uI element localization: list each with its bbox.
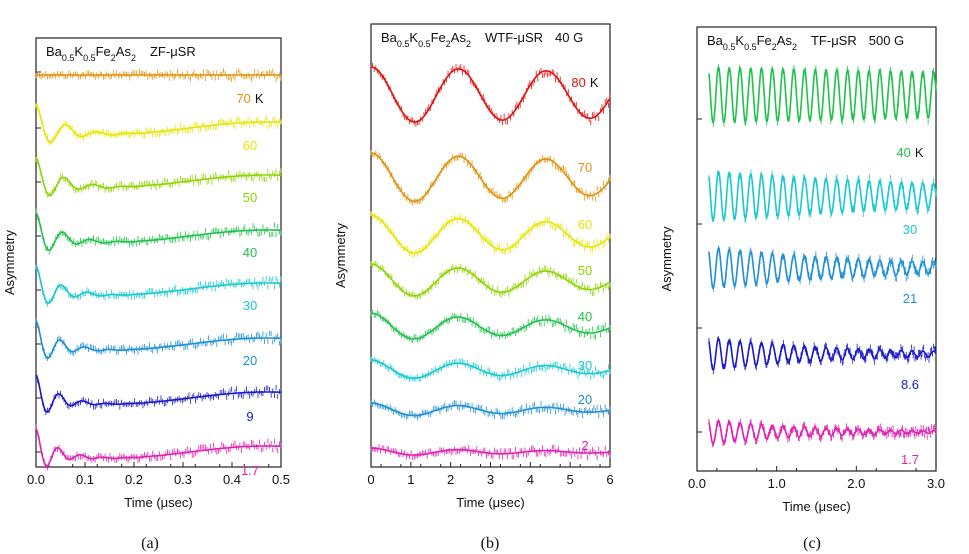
x-tick-label: 0.2 bbox=[125, 472, 143, 487]
series-label: 1.7 bbox=[241, 463, 259, 478]
fit-curve bbox=[35, 374, 281, 413]
series-label: 20 bbox=[243, 353, 257, 368]
panel-2: 0 1 2 3 4 5 6 Time (μsec) Asymmetry (b) Ba0.5K0.5F… bbox=[333, 23, 614, 552]
panel-title: Ba0.5K0.5Fe2As2 TF-μSR 500 G bbox=[707, 33, 904, 52]
series-40: 40 bbox=[370, 309, 611, 343]
fit-curve bbox=[370, 359, 611, 380]
series-label: 20 bbox=[578, 392, 592, 407]
fit-curve bbox=[708, 337, 937, 371]
series-1.7: 1.7 bbox=[708, 418, 937, 467]
series-label: 30 bbox=[578, 358, 592, 373]
series-20: 20 bbox=[370, 392, 611, 421]
x-axis-label: Time (μsec) bbox=[124, 495, 192, 510]
series-70: 70 K bbox=[35, 68, 282, 106]
series-label: 80 K bbox=[571, 75, 598, 90]
series-50: 50 bbox=[35, 156, 282, 205]
series-label: 70 bbox=[578, 160, 592, 175]
series-label: 70 K bbox=[236, 91, 263, 106]
panel-label: (c) bbox=[803, 535, 821, 552]
panel-label: (b) bbox=[481, 535, 500, 552]
series-70: 70 bbox=[370, 150, 611, 206]
panel-title: Ba0.5K0.5Fe2As2 ZF-μSR bbox=[46, 44, 196, 63]
x-tick-label: 0.4 bbox=[223, 472, 241, 487]
panel-title: Ba0.5K0.5Fe2As2 WTF-μSR 40 G bbox=[381, 30, 583, 49]
series-30: 30 bbox=[370, 356, 611, 382]
x-tick-label: 2.0 bbox=[847, 476, 865, 491]
series-label: 8.6 bbox=[901, 377, 919, 392]
fit-curve bbox=[35, 265, 281, 305]
series-40: 40 K bbox=[708, 64, 937, 160]
panel-1: 0.0 0.1 0.2 0.3 0.4 0.5 Time (μsec) Asymmetry (a… bbox=[2, 37, 290, 552]
fit-curve bbox=[370, 152, 611, 203]
series-label: 60 bbox=[578, 217, 592, 232]
series-label: 21 bbox=[903, 291, 917, 306]
series-21: 21 bbox=[708, 245, 937, 306]
x-tick-label: 1 bbox=[407, 472, 414, 487]
fit-curve bbox=[35, 212, 281, 252]
series-1.7: 1.7 bbox=[35, 424, 282, 478]
fit-curve bbox=[708, 66, 937, 124]
x-tick-label: 5 bbox=[567, 472, 574, 487]
x-tick-label: 0.0 bbox=[27, 472, 45, 487]
series-label: 30 bbox=[903, 222, 917, 237]
plot-frame bbox=[696, 26, 937, 472]
x-tick-label: 6 bbox=[606, 472, 613, 487]
fit-curve bbox=[35, 157, 281, 197]
x-axis-label: Time (μsec) bbox=[782, 499, 850, 514]
x-tick-label: 0.1 bbox=[76, 472, 94, 487]
series-50: 50 bbox=[370, 260, 611, 300]
fit-curve bbox=[371, 402, 611, 417]
series-label: 50 bbox=[243, 190, 257, 205]
x-tick-label: 0.0 bbox=[688, 476, 706, 491]
x-tick-label: 4 bbox=[527, 472, 534, 487]
series-9: 9 bbox=[35, 373, 282, 424]
series-label: 40 bbox=[243, 245, 257, 260]
x-tick-label: 0.5 bbox=[272, 472, 290, 487]
series-8.6: 8.6 bbox=[708, 336, 937, 392]
series-20: 20 bbox=[35, 318, 282, 368]
fit-curve bbox=[708, 247, 937, 289]
series-2: 2 bbox=[370, 438, 611, 461]
panel-3: 0.0 1.0 2.0 3.0 Time (μsec) Asymmetry (c) Ba0.5… bbox=[659, 26, 945, 552]
plot-frame bbox=[35, 37, 282, 468]
fit-curve bbox=[370, 66, 611, 123]
x-tick-label: 2 bbox=[447, 472, 454, 487]
fit-curve bbox=[708, 419, 937, 445]
fit-curve bbox=[370, 312, 611, 340]
series-60: 60 bbox=[370, 211, 611, 258]
series-label: 30 bbox=[243, 298, 257, 313]
y-axis-label: Asymmetry bbox=[659, 226, 674, 292]
fit-curve bbox=[370, 263, 611, 297]
series-label: 40 K bbox=[896, 145, 923, 160]
series-80: 80 K bbox=[370, 62, 611, 127]
fit-curve bbox=[35, 320, 281, 360]
fit-curve bbox=[708, 170, 937, 222]
series-40: 40 bbox=[35, 208, 282, 260]
series-60: 60 bbox=[35, 103, 282, 153]
fit-curve bbox=[35, 428, 281, 467]
series-label: 40 bbox=[578, 309, 592, 324]
y-axis-label: Asymmetry bbox=[333, 223, 348, 289]
x-tick-label: 3 bbox=[487, 472, 494, 487]
x-tick-label: 0 bbox=[367, 472, 374, 487]
x-tick-label: 0.3 bbox=[174, 472, 192, 487]
series-30: 30 bbox=[35, 264, 282, 313]
series-label: 2 bbox=[581, 438, 588, 453]
series-label: 60 bbox=[243, 138, 257, 153]
x-axis-label: Time (μsec) bbox=[456, 495, 524, 510]
series-label: 1.7 bbox=[901, 452, 919, 467]
x-tick-label: 3.0 bbox=[927, 476, 945, 491]
fit-curve bbox=[371, 447, 611, 456]
series-30: 30 bbox=[708, 169, 937, 237]
fit-curve bbox=[35, 104, 281, 144]
fit-curve bbox=[370, 214, 611, 254]
x-tick-label: 1.0 bbox=[768, 476, 786, 491]
series-label: 50 bbox=[578, 263, 592, 278]
series-label: 9 bbox=[246, 409, 253, 424]
panel-label: (a) bbox=[141, 535, 159, 552]
y-axis-label: Asymmetry bbox=[2, 230, 17, 296]
